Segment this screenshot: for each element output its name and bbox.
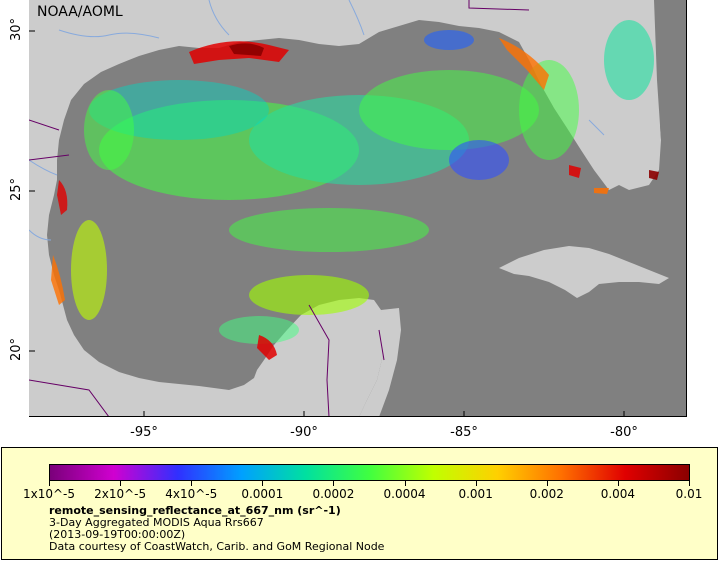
borders-layer (29, 0, 530, 416)
colorbar-tick-label: 4x10^-5 (165, 487, 218, 501)
lon-tick-80: -80° (610, 425, 638, 440)
colorbar-tick-mark (120, 481, 122, 486)
colorbar-tick-mark (689, 481, 690, 486)
gulf-of-mexico-map (29, 0, 686, 416)
lon-tick-90: -90° (290, 425, 318, 440)
colorbar-tick-mark (191, 481, 193, 486)
colorbar-tick-mark (262, 481, 264, 486)
colorbar-tick-label: 1x10^-5 (22, 487, 76, 501)
map-panel: NOAA/AOML (29, 0, 687, 417)
colorbar-tick-label: 0.0004 (383, 487, 426, 501)
legend-time: (2013-09-19T00:00:00Z) (49, 528, 186, 541)
colorbar-tick-label: 0.004 (600, 487, 636, 501)
colorbar-tick-mark (49, 481, 50, 486)
axis-ticks (29, 30, 625, 416)
colorbar-tick-mark (404, 481, 406, 486)
legend-courtesy: Data courtesy of CoastWatch, Carib. and … (49, 540, 385, 553)
rivers-layer (29, 0, 605, 241)
lon-tick-95: -95° (130, 425, 158, 440)
colorbar-tick-mark (475, 481, 477, 486)
legend-panel: remote_sensing_reflectance_at_667_nm (sr… (1, 447, 718, 560)
noaa-aoml-credit: NOAA/AOML (37, 4, 123, 20)
reflectance-data-layer (51, 20, 659, 360)
colorbar-tick-label: 0.001 (458, 487, 493, 501)
colorbar-tick-mark (333, 481, 335, 486)
colorbar-tick-label: 0.0001 (241, 487, 284, 501)
lat-tick-25: 25° (9, 177, 25, 202)
lat-tick-20: 20° (9, 337, 25, 362)
atlantic-water (654, 0, 686, 190)
legend-description: 3-Day Aggregated MODIS Aqua Rrs667 (49, 516, 264, 529)
colorbar-tick-mark (617, 481, 619, 486)
colorbar-tick-label: 0.01 (675, 487, 703, 501)
lon-tick-85: -85° (450, 425, 478, 440)
lat-tick-30: 30° (9, 17, 25, 42)
colorbar-tick-label: 0.0002 (312, 487, 355, 501)
colorbar-tick-label: 0.002 (529, 487, 564, 501)
colorbar-tick-mark (546, 481, 548, 486)
legend-variable: remote_sensing_reflectance_at_667_nm (sr… (49, 504, 341, 517)
colorbar (49, 464, 690, 481)
colorbar-tick-label: 2x10^-5 (94, 487, 147, 501)
land-yucatan-south (359, 308, 401, 416)
land-cuba (499, 246, 669, 298)
